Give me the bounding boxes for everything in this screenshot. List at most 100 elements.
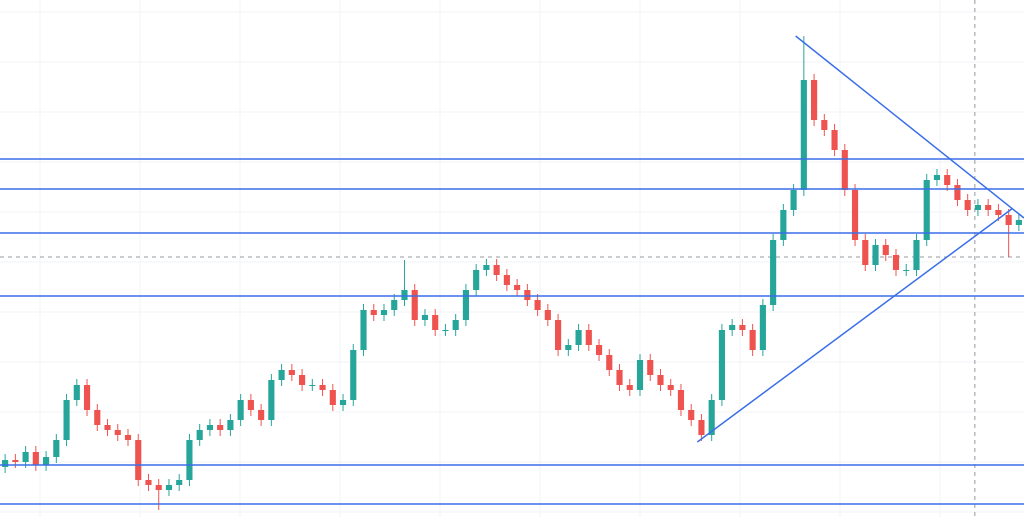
candle-body (442, 330, 449, 331)
candle-body (462, 290, 469, 320)
candle-body (94, 410, 101, 425)
candle-body (217, 425, 224, 430)
candle-body (913, 240, 920, 270)
candle-body (944, 175, 951, 185)
candle-body (1005, 215, 1012, 225)
candle-body (903, 270, 910, 271)
candle-body (606, 355, 613, 370)
candle-body (73, 385, 80, 400)
candle-body (964, 200, 971, 210)
candle-body (708, 400, 715, 435)
candle-body (872, 245, 879, 265)
candle-body (841, 150, 848, 190)
candle-body (299, 375, 306, 385)
candle-body (165, 485, 173, 490)
candle-body (206, 425, 213, 430)
candle-body (2, 460, 9, 467)
candle-body (524, 290, 531, 300)
candle-body (196, 430, 203, 440)
candle-body (155, 485, 162, 490)
candle-body (555, 320, 562, 350)
candle-body (862, 240, 869, 265)
candle-body (360, 310, 367, 350)
candle-body (43, 457, 50, 465)
candle-body (145, 480, 152, 485)
candle-body (514, 285, 521, 290)
candle-body (544, 310, 551, 320)
candle-body (104, 425, 111, 430)
candle-body (186, 440, 193, 480)
candle-body (790, 190, 797, 210)
candle-body (626, 385, 633, 390)
candle-body (493, 265, 500, 275)
candle-body (319, 385, 326, 390)
candle-body (677, 390, 685, 410)
candle-body (53, 440, 60, 457)
candle-body (534, 300, 541, 310)
candle-body (370, 310, 377, 315)
candle-body (657, 375, 664, 385)
candle-body (114, 430, 121, 435)
candle-body (974, 205, 981, 210)
candle-body (739, 325, 746, 330)
candle-body (63, 400, 70, 440)
candle-body (258, 410, 265, 420)
candle-body (227, 420, 234, 430)
candle-body (985, 205, 992, 210)
trend-line (696, 208, 1013, 443)
candle-body (647, 360, 654, 375)
candle-body (421, 315, 429, 320)
candle-body (83, 385, 91, 410)
candle-body (247, 400, 254, 410)
candle-body (12, 460, 19, 462)
candle-body (749, 330, 756, 350)
candle-body (729, 325, 736, 330)
candle-body (882, 245, 889, 255)
candle-body (432, 315, 439, 330)
candle-body (135, 440, 142, 480)
candle-body (452, 320, 459, 330)
candle-body (595, 345, 603, 355)
candle-body (821, 120, 828, 130)
candle-body (851, 190, 859, 240)
candle-body (831, 130, 838, 150)
candle-body (380, 310, 388, 315)
candle-body (800, 80, 807, 190)
candle-body (483, 265, 490, 270)
candle-body (933, 175, 941, 180)
candle-body (616, 370, 623, 385)
candle-body (892, 255, 900, 270)
candle-body (565, 345, 572, 350)
candle-body (667, 385, 674, 390)
candle-body (698, 420, 705, 435)
candle-body (22, 452, 29, 462)
candle-body (176, 480, 183, 485)
candle-body (1015, 220, 1022, 225)
candle-body (718, 330, 725, 400)
candle-body (636, 360, 644, 390)
trend-line (795, 35, 1024, 219)
candle-body (268, 380, 275, 420)
candle-body (688, 410, 695, 420)
candle-body (329, 390, 336, 405)
candle-body (575, 330, 582, 345)
candle-body (237, 400, 244, 420)
candle-body (770, 240, 777, 305)
candle-body (954, 185, 961, 200)
candle-body (780, 210, 787, 240)
candle-body (32, 452, 39, 465)
candle-body (401, 290, 408, 300)
candle-body (339, 400, 347, 405)
candle-body (411, 290, 418, 320)
candle-body (503, 275, 510, 285)
candle-body (473, 270, 480, 290)
candle-body (124, 435, 132, 440)
candle-body (811, 80, 818, 120)
candle-body (759, 305, 766, 350)
candle-body (288, 370, 295, 375)
candle-body (350, 350, 357, 400)
candle-body (391, 300, 398, 310)
